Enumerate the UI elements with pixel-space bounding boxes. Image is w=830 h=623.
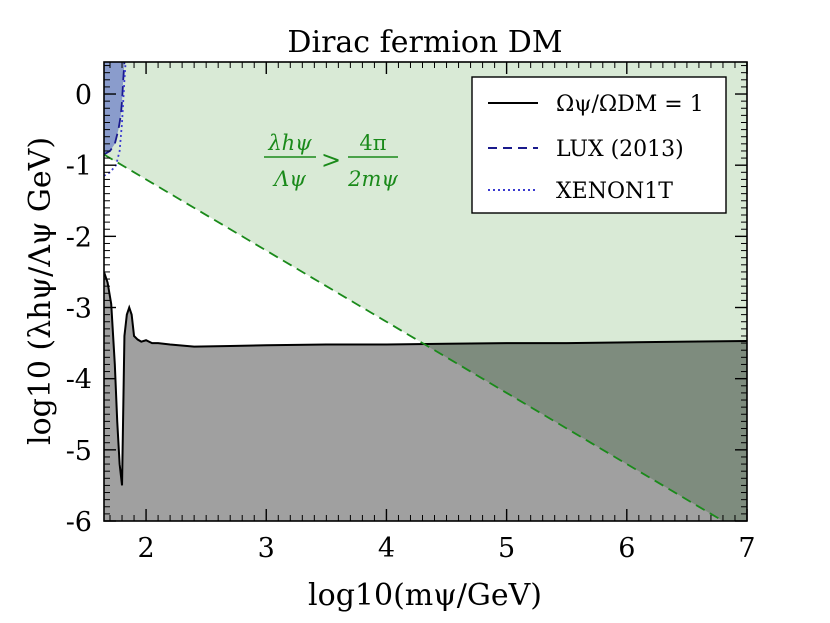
y-tick-label: -6 xyxy=(66,507,92,538)
y-tick-label: -4 xyxy=(66,365,92,396)
y-tick-label: -5 xyxy=(66,436,92,467)
legend-box xyxy=(471,76,727,214)
legend-label-xenon: XENON1T xyxy=(556,179,673,204)
annotation-rhs-numerator: 4π xyxy=(359,131,386,155)
x-tick-label: 7 xyxy=(738,533,755,564)
annotation-lhs-denominator: Λψ xyxy=(272,167,306,191)
x-tick-label: 3 xyxy=(258,533,275,564)
annotation-rhs-denominator: 2mψ xyxy=(347,167,398,191)
series-layer xyxy=(104,62,747,521)
legend-label-lux: LUX (2013) xyxy=(556,137,684,162)
y-tick-label: -2 xyxy=(66,222,92,253)
x-tick-label: 4 xyxy=(378,533,395,564)
y-axis-label: log10 (λhψ/Λψ GeV) xyxy=(23,137,58,445)
overlap-region xyxy=(428,340,747,521)
x-tick-label: 6 xyxy=(618,533,635,564)
x-tick-label: 5 xyxy=(498,533,515,564)
direct-detection-region xyxy=(104,62,125,155)
chart-title: Dirac fermion DM xyxy=(287,25,562,60)
x-axis-label: log10(mψ/GeV) xyxy=(308,578,542,613)
y-tick-label: -3 xyxy=(66,294,92,325)
series-line-0 xyxy=(104,271,747,486)
legend-label-relic: Ωψ/ΩDM = 1 xyxy=(556,92,704,117)
overabundant-region xyxy=(104,271,747,521)
tick-layer: 2 3 4 5 6 7 0 -1 -2 -3 -4 -5 -6 xyxy=(66,62,756,564)
series-line-3 xyxy=(104,153,724,521)
perturbativity-annotation: λhψ Λψ > 4π 2mψ xyxy=(264,131,398,191)
y-tick-label: 0 xyxy=(75,80,92,111)
x-tick-label: 2 xyxy=(137,533,154,564)
y-tick-label: -1 xyxy=(66,151,92,182)
legend: Ωψ/ΩDM = 1 LUX (2013) XENON1T xyxy=(471,76,727,214)
annotation-relation: > xyxy=(321,146,341,174)
series-line-2 xyxy=(104,62,127,177)
series-line-1 xyxy=(104,62,126,156)
annotation-lhs-numerator: λhψ xyxy=(267,131,312,155)
plot-frame xyxy=(103,61,748,522)
